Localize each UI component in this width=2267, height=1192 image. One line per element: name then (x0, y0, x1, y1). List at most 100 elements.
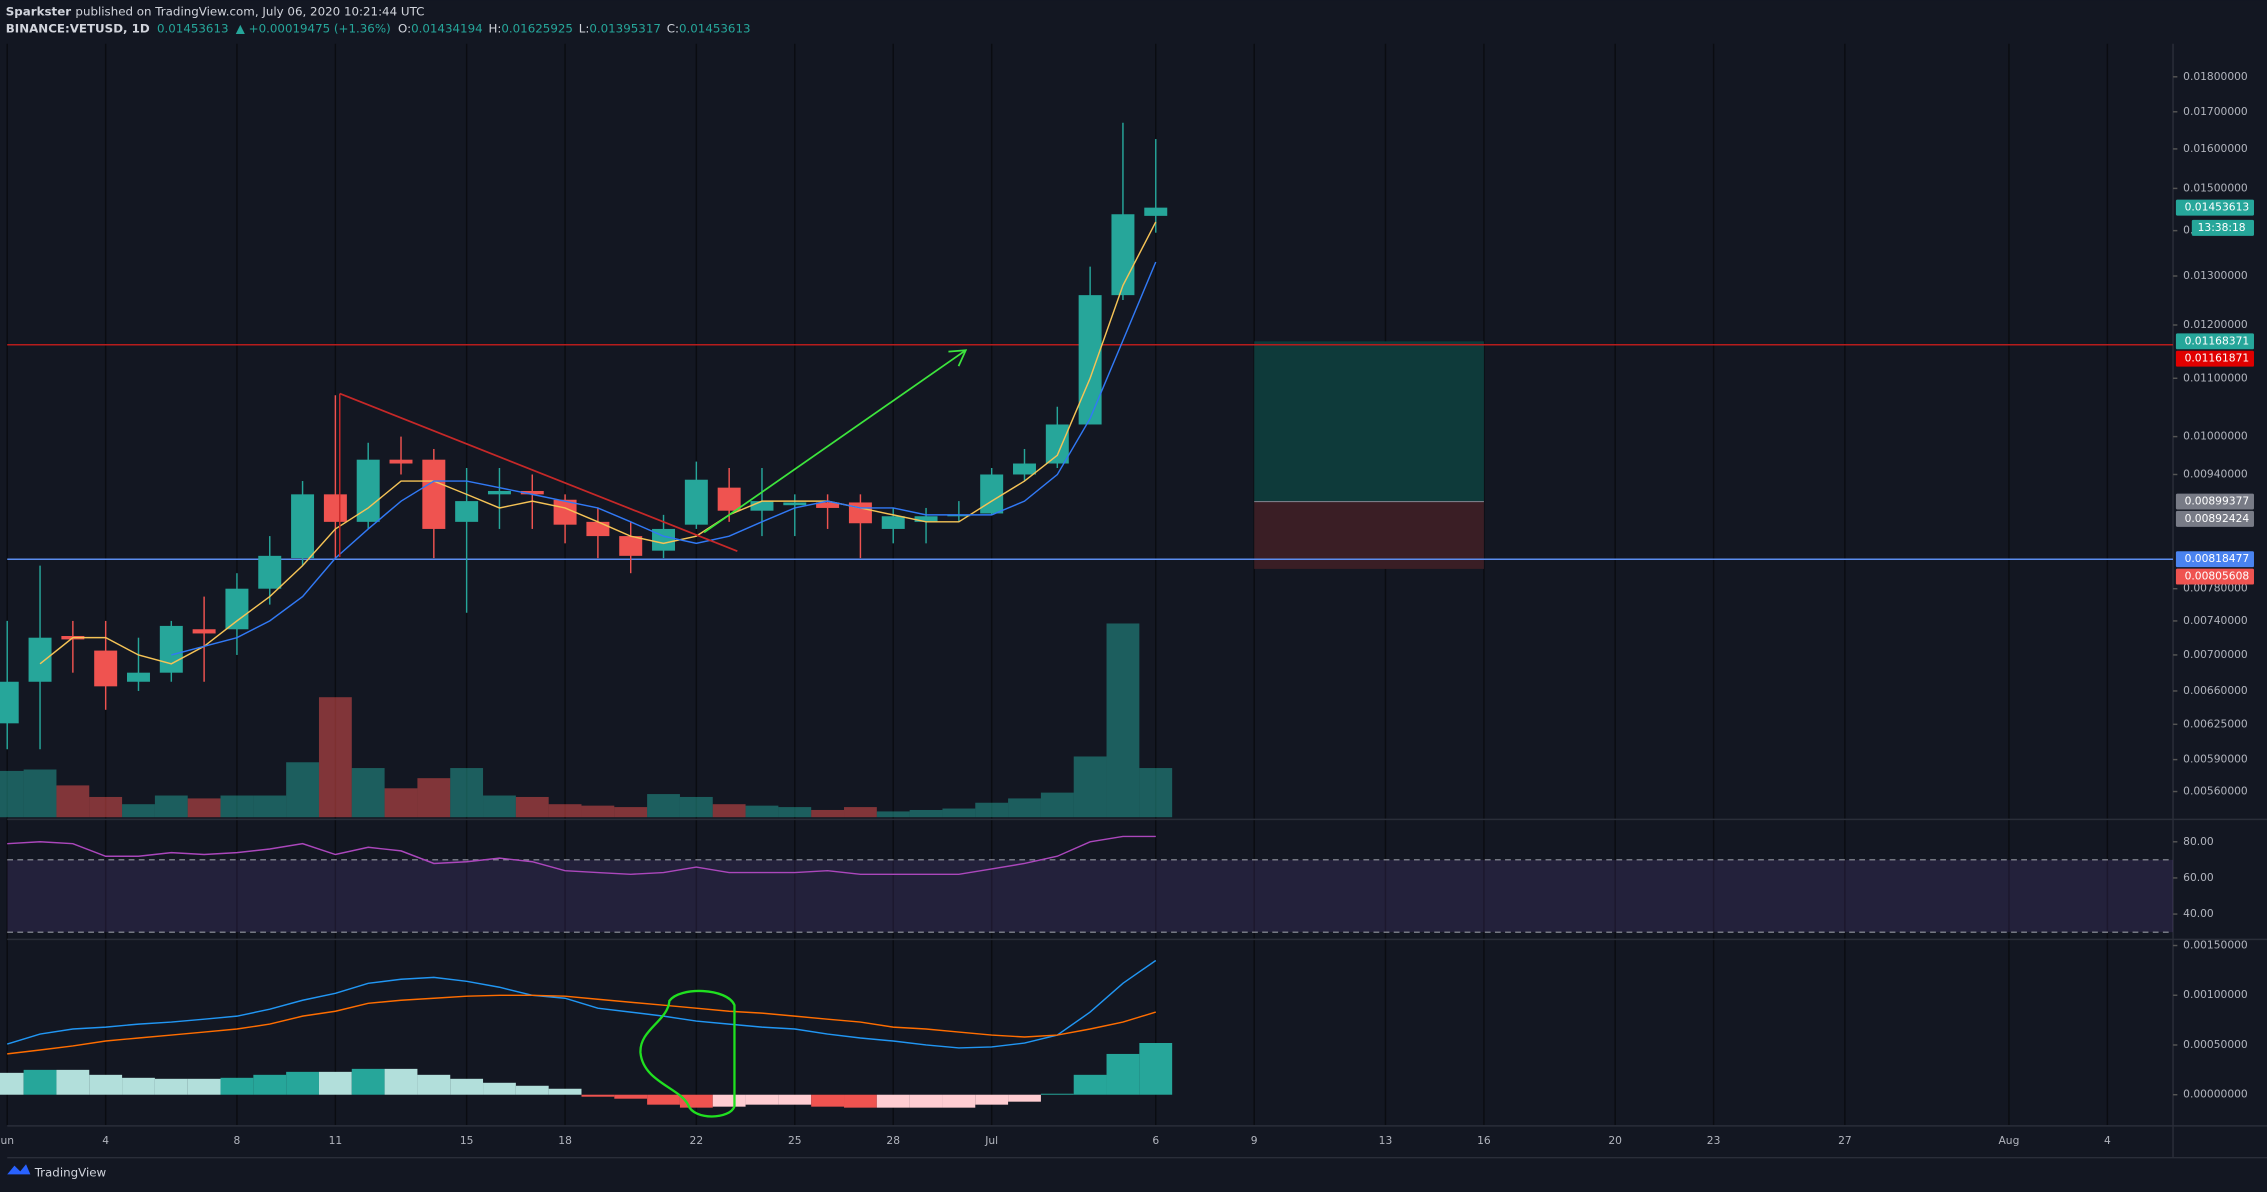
histogram-bar (1073, 1074, 1107, 1095)
x-tick-label: 11 (329, 1134, 343, 1147)
trend-line (339, 392, 738, 552)
price-label-box (2175, 510, 2254, 527)
candle-body (553, 499, 577, 525)
x-tick-label: Jul (984, 1134, 998, 1147)
footer: TradingView (7, 1164, 107, 1179)
freehand-loop (639, 989, 736, 1118)
x-tick-label: 27 (1838, 1134, 1852, 1147)
y-tick-label: 0.00560000 (2183, 785, 2248, 798)
volume-bar (745, 805, 779, 818)
candle-body (816, 502, 840, 508)
symbol: BINANCE:VETUSD, 1D (6, 22, 150, 36)
histogram-bar (450, 1078, 484, 1095)
volume-bar (975, 802, 1009, 818)
candle-body (783, 502, 807, 506)
volume-bar (122, 804, 155, 818)
histogram-bar (1008, 1094, 1041, 1102)
histogram-bar (909, 1094, 943, 1108)
y-tick-label: 0.01800000 (2183, 70, 2248, 83)
volume-bar (548, 804, 582, 818)
histogram-bar (515, 1085, 549, 1095)
volume-bar (1008, 798, 1041, 818)
indicator-line (7, 994, 1156, 1055)
x-tick-label: 6 (1152, 1134, 1159, 1147)
histogram-bar (0, 1072, 24, 1095)
y-tick-label: 0.01300000 (2183, 269, 2248, 282)
y-tick-label: 0.01100000 (2183, 371, 2248, 384)
volume-bar (581, 805, 615, 818)
histogram-bar (942, 1094, 976, 1108)
x-tick-label: 13 (1379, 1134, 1393, 1147)
volume-bar (679, 796, 713, 818)
moving-average (171, 261, 1157, 656)
volume-bar (483, 795, 516, 818)
candle-body (28, 637, 52, 682)
price-label: 0.00892424 (2185, 512, 2250, 525)
y-tick-label: 80.00 (2183, 835, 2214, 848)
indicator-line (7, 835, 1156, 876)
ohlc-value: 0.01453613 (679, 22, 751, 36)
volume-bar (318, 697, 352, 818)
histogram-bar (318, 1071, 352, 1095)
ohlc-label: O: (398, 22, 411, 36)
y-tick-label: 0.01000000 (2183, 430, 2248, 443)
candle-body (1144, 207, 1168, 216)
brand: TradingView (34, 1165, 107, 1179)
y-tick-label: 0.00590000 (2183, 753, 2248, 766)
candle-body (750, 501, 774, 511)
histogram-bar (56, 1069, 90, 1095)
histogram-bar (745, 1094, 779, 1105)
candle-body (1078, 295, 1102, 425)
candle-body (94, 650, 118, 687)
histogram-bar (647, 1094, 680, 1105)
profit-zone (1254, 341, 1484, 502)
price-label: 0.00818477 (2185, 552, 2250, 565)
candle-body (1111, 214, 1135, 296)
volume-bar (1073, 756, 1107, 818)
y-tick-label: 0.00940000 (2183, 467, 2248, 480)
x-tick-label: 25 (788, 1134, 802, 1147)
price-change: ▲ +0.00019475 (+1.36%) (236, 22, 391, 36)
price-label: 0.00805608 (2185, 570, 2250, 583)
histogram-bar (154, 1078, 188, 1095)
price-label-box (2175, 350, 2254, 367)
histogram-bar (1040, 1093, 1074, 1095)
y-tick-label: 40.00 (2183, 907, 2214, 920)
histogram-bar (351, 1068, 385, 1095)
price-label-box (2175, 551, 2254, 568)
candle-body (1013, 463, 1036, 475)
y-tick-label: 0.00700000 (2183, 648, 2248, 661)
volume-bar (778, 807, 812, 818)
histogram-bar (23, 1069, 57, 1095)
candle-body (619, 536, 643, 556)
volume-bar (384, 788, 418, 818)
y-tick-label: 0.01600000 (2183, 142, 2248, 155)
candle-body (586, 521, 610, 537)
x-tick-label: 9 (1251, 1134, 1258, 1147)
candle-body (684, 479, 708, 525)
candle-body (258, 555, 282, 589)
price-label-box (2175, 199, 2254, 216)
volume-bar (56, 785, 90, 818)
price-label: 0.01161871 (2185, 352, 2250, 365)
volume-bar (1040, 792, 1074, 818)
volume-bar (1139, 768, 1173, 818)
candle-body (487, 490, 511, 495)
x-tick-label: un (0, 1134, 14, 1147)
loss-zone (1254, 501, 1484, 569)
histogram-bar (614, 1094, 648, 1099)
volume-bar (876, 811, 910, 818)
price-label: 0.01453613 (2185, 201, 2250, 214)
price-label-box (2175, 493, 2254, 510)
y-tick-label: 0.00100000 (2183, 988, 2248, 1001)
logo-icon (7, 1164, 31, 1175)
histogram-bar (811, 1094, 845, 1107)
x-tick-label: 22 (690, 1134, 704, 1147)
y-tick-label: 60.00 (2183, 871, 2214, 884)
plot (0, 122, 2174, 1108)
volume-bar (154, 795, 188, 818)
y-tick-label: 0.01500000 (2183, 181, 2248, 194)
price-label: 0.01168371 (2185, 334, 2250, 347)
histogram-bar (778, 1094, 812, 1105)
